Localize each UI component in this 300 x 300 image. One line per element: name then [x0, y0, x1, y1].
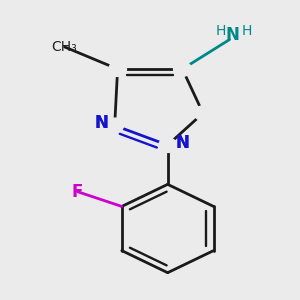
Circle shape: [109, 62, 126, 76]
Text: CH₃: CH₃: [52, 40, 77, 54]
Circle shape: [174, 62, 191, 76]
Text: H: H: [242, 24, 252, 38]
Text: N: N: [226, 26, 239, 44]
Text: N: N: [176, 134, 189, 152]
Text: N: N: [176, 134, 189, 152]
Text: N: N: [95, 114, 109, 132]
Circle shape: [194, 106, 212, 121]
Text: F: F: [72, 183, 83, 201]
Circle shape: [106, 118, 124, 133]
Circle shape: [159, 138, 176, 152]
Text: H: H: [215, 24, 226, 38]
Text: N: N: [95, 114, 109, 132]
